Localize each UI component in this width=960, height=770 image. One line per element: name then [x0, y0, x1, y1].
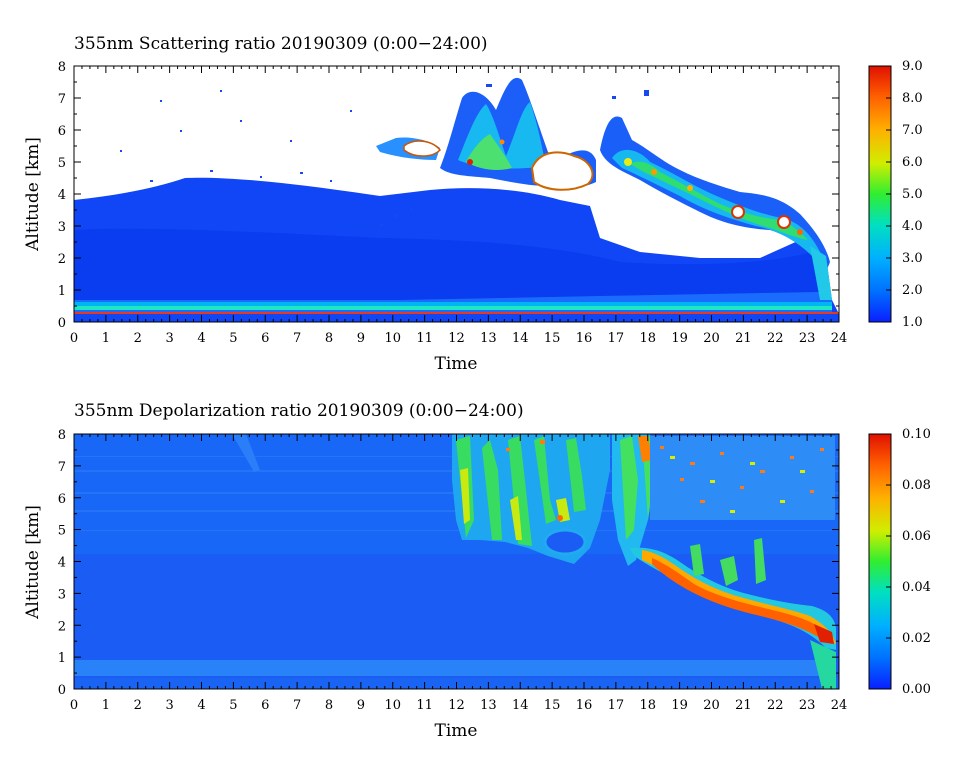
x-tick-label: 15 [544, 331, 561, 346]
x-tick-label: 1 [102, 331, 110, 346]
x-tick-label: 2 [134, 698, 142, 713]
y-tick-label: 5 [58, 524, 66, 539]
y-tick-label: 0 [58, 683, 66, 698]
chart-title: 355nm Scattering ratio 20190309 (0:00−24… [74, 34, 488, 54]
colorbar-tick-label: 7.0 [902, 123, 923, 138]
colorbar-tick-label: 5.0 [902, 187, 923, 202]
x-tick-label: 1 [102, 698, 110, 713]
x-tick-label: 24 [831, 698, 848, 713]
x-tick-label: 16 [576, 331, 593, 346]
x-tick-label: 20 [703, 698, 720, 713]
y-tick-label: 6 [58, 124, 66, 139]
x-tick-label: 15 [544, 698, 561, 713]
x-tick-label: 22 [767, 331, 784, 346]
x-tick-label: 19 [671, 331, 688, 346]
colorbar-tick-label: 0.06 [902, 529, 931, 544]
x-tick-label: 10 [384, 331, 401, 346]
colorbar-ticks: 1.0 2.0 3.0 4.0 5.0 6.0 7.0 8.0 9.0 [886, 59, 923, 330]
colorbar-tick-label: 0.08 [902, 478, 931, 493]
x-tick-label: 21 [735, 698, 752, 713]
x-tick-label: 9 [357, 331, 365, 346]
y-tick-label: 6 [58, 492, 66, 507]
chart-title: 355nm Depolarization ratio 20190309 (0:0… [74, 401, 524, 421]
x-tick-label: 10 [384, 698, 401, 713]
y-tick-label: 3 [58, 220, 66, 235]
x-tick-label: 13 [480, 698, 497, 713]
x-tick-label: 17 [608, 698, 625, 713]
x-tick-label: 12 [448, 331, 465, 346]
y-tick-label: 4 [58, 556, 66, 571]
heatmap-scattering [74, 66, 839, 322]
heatmap-depolarization [74, 434, 839, 689]
x-tick-label: 0 [70, 698, 78, 713]
x-tick-label: 4 [197, 331, 205, 346]
colorbar-tick-label: 4.0 [902, 219, 923, 234]
y-axis-label: Altitude [km] [23, 505, 43, 620]
axis-ticks: 0 1 2 3 4 5 6 7 8 9 10 11 12 13 14 15 16 17 18 19 20 21 22 23 24… [58, 60, 848, 346]
colorbar-tick-label: 0.02 [902, 631, 931, 646]
x-tick-label: 21 [735, 331, 752, 346]
x-tick-label: 20 [703, 331, 720, 346]
x-tick-label: 2 [134, 331, 142, 346]
x-tick-label: 17 [608, 331, 625, 346]
panel-depolarization: 355nm Depolarization ratio 20190309 (0:0… [23, 401, 931, 741]
x-tick-label: 11 [416, 698, 433, 713]
x-tick-label: 22 [767, 698, 784, 713]
y-tick-label: 0 [58, 316, 66, 331]
x-tick-label: 7 [293, 698, 301, 713]
x-tick-label: 18 [639, 698, 656, 713]
y-tick-label: 3 [58, 587, 66, 602]
y-tick-label: 2 [58, 252, 66, 267]
x-tick-label: 8 [325, 698, 333, 713]
colorbar-tick-label: 0.04 [902, 580, 931, 595]
x-axis-label: Time [435, 721, 478, 741]
y-tick-label: 7 [58, 460, 66, 475]
x-tick-label: 6 [261, 698, 269, 713]
colorbar-tick-label: 1.0 [902, 315, 923, 330]
x-tick-label: 7 [293, 331, 301, 346]
y-tick-label: 2 [58, 619, 66, 634]
colorbar-tick-label: 3.0 [902, 251, 923, 266]
x-tick-label: 5 [229, 698, 237, 713]
colorbar [868, 433, 892, 690]
x-tick-label: 3 [165, 698, 173, 713]
y-axis-label: Altitude [km] [23, 137, 43, 252]
y-tick-label: 4 [58, 188, 66, 203]
x-tick-label: 14 [512, 331, 529, 346]
y-tick-label: 8 [58, 60, 66, 75]
x-tick-label: 8 [325, 331, 333, 346]
x-tick-label: 3 [165, 331, 173, 346]
x-tick-label: 12 [448, 698, 465, 713]
y-tick-label: 8 [58, 428, 66, 443]
x-tick-label: 13 [480, 331, 497, 346]
colorbar-tick-label: 9.0 [902, 59, 923, 74]
axis-ticks: 0 1 2 3 4 5 6 7 8 9 10 11 12 13 14 15 16 17 18 19 20 21 22 23 24… [58, 428, 848, 713]
x-tick-label: 14 [512, 698, 529, 713]
x-tick-label: 18 [639, 331, 656, 346]
y-tick-label: 1 [58, 284, 66, 299]
x-tick-label: 24 [831, 331, 848, 346]
x-tick-label: 4 [197, 698, 205, 713]
y-tick-label: 5 [58, 156, 66, 171]
y-tick-label: 7 [58, 92, 66, 107]
x-tick-label: 6 [261, 331, 269, 346]
x-tick-label: 19 [671, 698, 688, 713]
colorbar-tick-label: 0.00 [902, 682, 931, 697]
panel-scattering: 355nm Scattering ratio 20190309 (0:00−24… [23, 34, 923, 374]
x-tick-label: 9 [357, 698, 365, 713]
x-tick-label: 5 [229, 331, 237, 346]
colorbar-tick-label: 0.10 [902, 427, 931, 442]
colorbar-tick-label: 8.0 [902, 91, 923, 106]
colorbar-ticks: 0.00 0.02 0.04 0.06 0.08 0.10 [886, 427, 931, 697]
x-tick-label: 11 [416, 331, 433, 346]
x-tick-label: 0 [70, 331, 78, 346]
x-tick-label: 16 [576, 698, 593, 713]
x-tick-label: 23 [799, 698, 816, 713]
colorbar-tick-label: 2.0 [902, 283, 923, 298]
x-tick-label: 23 [799, 331, 816, 346]
y-tick-label: 1 [58, 651, 66, 666]
colorbar-tick-label: 6.0 [902, 155, 923, 170]
x-axis-label: Time [435, 354, 478, 374]
